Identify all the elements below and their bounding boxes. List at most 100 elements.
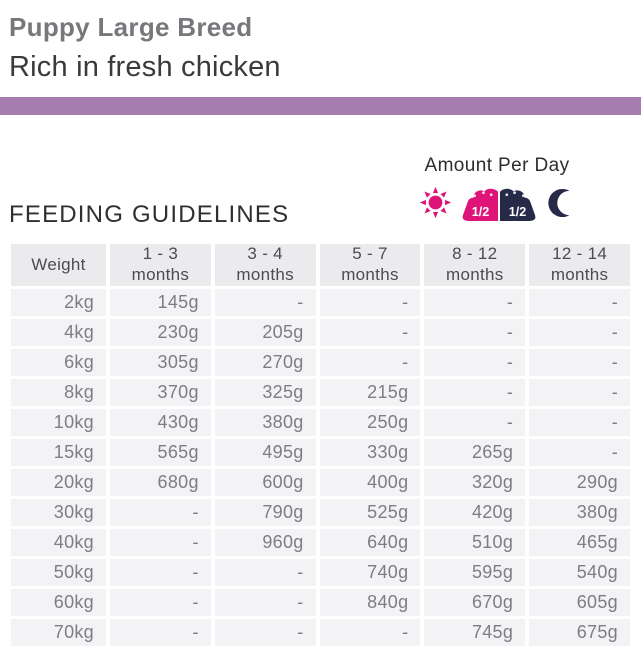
weight-cell: 50kg xyxy=(11,559,106,586)
weight-cell: 30kg xyxy=(11,499,106,526)
amount-cell: 145g xyxy=(110,289,211,316)
amount-cell: - xyxy=(319,319,421,346)
amount-cell: 370g xyxy=(110,379,211,406)
amount-cell: 510g xyxy=(424,529,526,556)
amount-cell: - xyxy=(424,379,526,406)
table-row: 4kg 230g 205g - - - xyxy=(11,319,630,346)
amount-cell: 790g xyxy=(214,499,316,526)
accent-bar xyxy=(0,97,641,115)
amount-cell: 430g xyxy=(110,409,211,436)
amount-cell: 595g xyxy=(424,559,526,586)
amount-cell: 565g xyxy=(110,439,211,466)
weight-cell: 70kg xyxy=(11,619,106,646)
amount-cell: - xyxy=(529,289,630,316)
table-row: 15kg 565g 495g 330g 265g - xyxy=(11,439,630,466)
amount-cell: - xyxy=(110,499,211,526)
amount-cell: 265g xyxy=(424,439,526,466)
product-subtitle: Rich in fresh chicken xyxy=(9,51,281,83)
amount-cell: - xyxy=(529,349,630,376)
amount-cell: 495g xyxy=(214,439,316,466)
table-row: 30kg -790g 525g 420g 380g xyxy=(11,499,630,526)
amount-cell: 605g xyxy=(529,589,630,616)
amount-cell: 270g xyxy=(214,349,316,376)
amount-cell: 525g xyxy=(319,499,421,526)
amount-cell: - xyxy=(110,619,211,646)
weight-cell: 60kg xyxy=(11,589,106,616)
table-row: 8kg 370g 325g 215g - - xyxy=(11,379,630,406)
amount-cell: 540g xyxy=(529,559,630,586)
amount-cell: 670g xyxy=(424,589,526,616)
food-bowl-icon: 1/2 1/2 xyxy=(462,188,535,222)
amount-cell: - xyxy=(214,289,316,316)
amount-cell: 680g xyxy=(110,469,211,496)
amount-cell: 420g xyxy=(424,499,526,526)
amount-cell: 320g xyxy=(424,469,526,496)
morning-fraction: 1/2 xyxy=(471,205,489,219)
amount-cell: 640g xyxy=(319,529,421,556)
weight-cell: 8kg xyxy=(11,379,106,406)
weight-cell: 10kg xyxy=(11,409,106,436)
amount-cell: 600g xyxy=(214,469,316,496)
table-row: 50kg - -740g 595g 540g xyxy=(11,559,630,586)
column-header: 5 - 7 months xyxy=(319,244,421,286)
column-header: 1 - 3 months xyxy=(110,244,211,286)
table-row: 70kg - - -745g 675g xyxy=(11,619,630,646)
table-row: 2kg 145g - - - - xyxy=(11,289,630,316)
amount-cell: 290g xyxy=(529,469,630,496)
amount-cell: - xyxy=(424,409,526,436)
amount-cell: - xyxy=(319,289,421,316)
guidelines-zone: Amount Per Day xyxy=(0,115,641,241)
column-header: Weight xyxy=(11,244,106,286)
amount-cell: 745g xyxy=(424,619,526,646)
amount-cell: - xyxy=(214,619,316,646)
amount-cell: 400g xyxy=(319,469,421,496)
amount-cell: - xyxy=(214,559,316,586)
product-title: Puppy Large Breed xyxy=(9,12,253,42)
amount-cell: - xyxy=(529,409,630,436)
amount-cell: - xyxy=(424,289,526,316)
amount-cell: - xyxy=(110,589,211,616)
weight-cell: 2kg xyxy=(11,289,106,316)
amount-cell: - xyxy=(424,319,526,346)
table-row: 10kg 430g 380g 250g - - xyxy=(11,409,630,436)
table-row: 6kg 305g 270g - - - xyxy=(11,349,630,376)
amount-per-day-block: Amount Per Day xyxy=(409,155,585,222)
amount-cell: - xyxy=(319,349,421,376)
amount-cell: - xyxy=(529,439,630,466)
weight-cell: 4kg xyxy=(11,319,106,346)
weight-cell: 6kg xyxy=(11,349,106,376)
header-row: Weight 1 - 3 months 3 - 4 months 5 - 7 mont… xyxy=(11,244,630,286)
amount-cell: - xyxy=(110,559,211,586)
amount-per-day-label: Amount Per Day xyxy=(424,155,570,176)
table-row: 40kg -960g 640g 510g 465g xyxy=(11,529,630,556)
weight-cell: 20kg xyxy=(11,469,106,496)
weight-cell: 40kg xyxy=(11,529,106,556)
product-header: Puppy Large Breed Rich in fresh chicken xyxy=(0,0,641,84)
evening-fraction: 1/2 xyxy=(508,205,526,219)
amount-cell: 205g xyxy=(214,319,316,346)
amount-cell: 465g xyxy=(529,529,630,556)
amount-cell: 675g xyxy=(529,619,630,646)
feeding-icons: 1/2 1/2 xyxy=(409,184,585,222)
amount-cell: - xyxy=(529,319,630,346)
feeding-table-head: Weight 1 - 3 months 3 - 4 months 5 - 7 mont… xyxy=(11,244,630,286)
table-row: 60kg - -840g 670g 605g xyxy=(11,589,630,616)
amount-cell: 250g xyxy=(319,409,421,436)
amount-cell: 840g xyxy=(319,589,421,616)
column-header: 3 - 4 months xyxy=(214,244,316,286)
amount-cell: - xyxy=(214,589,316,616)
table-row: 20kg 680g 600g 400g 320g 290g xyxy=(11,469,630,496)
sun-icon xyxy=(419,186,451,219)
amount-cell: - xyxy=(529,379,630,406)
feeding-table-body: 2kg 145g - - - -4kg 230g 205g - - -6kg 305g 270g - - -8… xyxy=(11,289,630,646)
amount-cell: 740g xyxy=(319,559,421,586)
amount-cell: 960g xyxy=(214,529,316,556)
amount-cell: - xyxy=(110,529,211,556)
amount-cell: 215g xyxy=(319,379,421,406)
column-header: 8 - 12 months xyxy=(424,244,526,286)
amount-cell: 305g xyxy=(110,349,211,376)
moon-icon xyxy=(547,188,569,218)
amount-cell: 380g xyxy=(529,499,630,526)
amount-cell: 330g xyxy=(319,439,421,466)
